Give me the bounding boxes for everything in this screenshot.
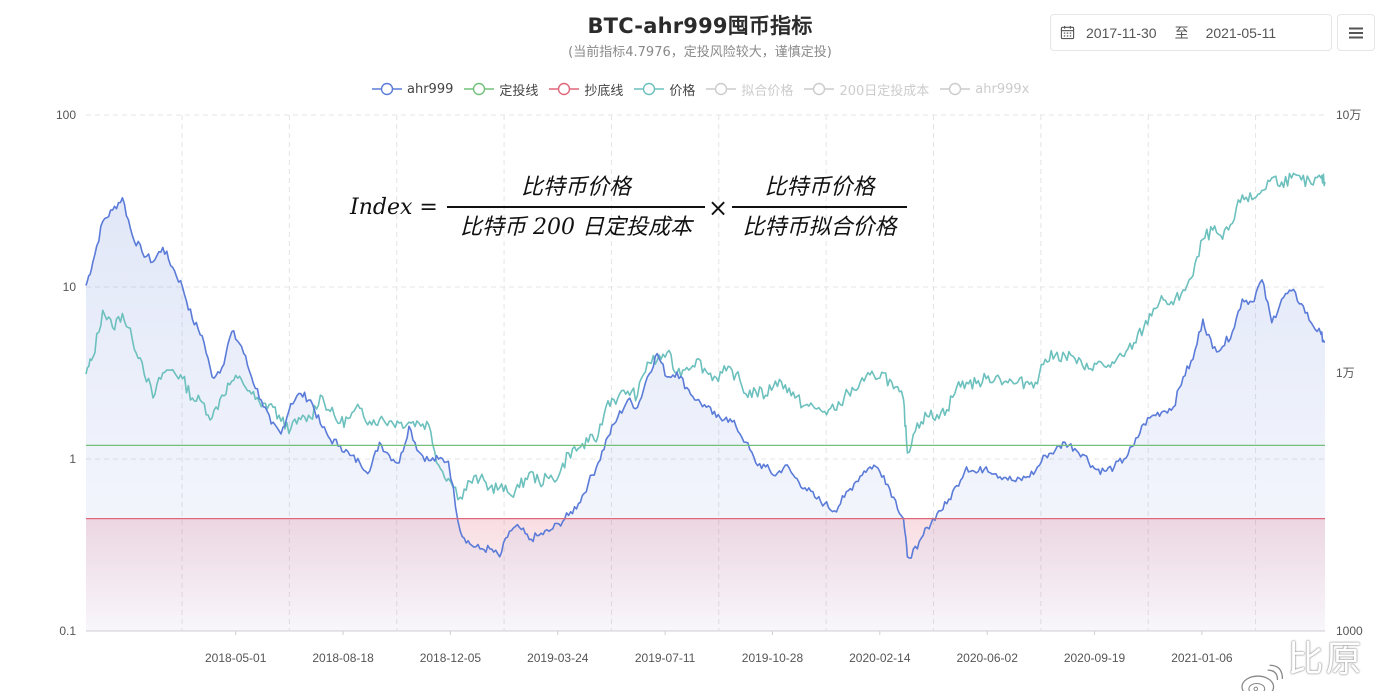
legend-label: 抄底线	[584, 83, 624, 99]
legend-label: ahr999x	[975, 81, 1030, 97]
legend-marker-icon	[634, 82, 665, 96]
x-tick-label: 2019-10-28	[742, 651, 804, 665]
calendar-icon	[1060, 25, 1075, 40]
legend-item[interactable]: 抄底线	[549, 80, 623, 99]
x-tick-label: 2020-09-19	[1064, 651, 1126, 665]
legend-label: 定投线	[499, 83, 539, 99]
formula-fraction-1: 比特币价格 比特币 200 日定投成本	[447, 170, 705, 246]
x-tick-label: 2021-01-06	[1171, 651, 1233, 665]
legend-label: 价格	[669, 83, 696, 99]
y-right-tick-label: 1万	[1336, 366, 1355, 380]
date-separator: 至	[1174, 24, 1189, 41]
x-tick-label: 2019-07-11	[635, 651, 696, 665]
legend-marker-icon	[940, 82, 971, 96]
y-right-tick-label: 10万	[1336, 108, 1361, 122]
x-tick-label: 2018-08-18	[312, 651, 374, 665]
legend-marker-icon	[804, 82, 835, 96]
ahr999-line	[85, 197, 1326, 559]
y-left-tick-label: 10	[63, 280, 77, 294]
start-date-input[interactable]: 2017-11-30	[1086, 24, 1157, 41]
watermark: 比原链	[1240, 630, 1400, 691]
x-tick-label: 2020-06-02	[956, 651, 1018, 665]
y-left-tick-label: 100	[56, 108, 76, 122]
x-tick-label: 2019-03-24	[527, 651, 589, 665]
x-tick-label: 2018-12-05	[420, 651, 482, 665]
legend-item[interactable]: 定投线	[464, 80, 538, 99]
y-right-tick-label: 1000	[1336, 624, 1363, 638]
legend-item[interactable]: ahr999x	[940, 82, 1029, 97]
legend-item[interactable]: 200日定投成本	[804, 80, 929, 99]
legend-item[interactable]: 价格	[634, 80, 695, 99]
x-tick-label: 2020-02-14	[849, 651, 911, 665]
chart-title: BTC-ahr999囤币指标	[587, 14, 813, 38]
end-date-input[interactable]: 2021-05-11	[1205, 24, 1277, 41]
formula-numerator-1: 比特币价格	[520, 175, 631, 200]
price-line	[85, 172, 1326, 501]
chart-subtitle: (当前指标4.7976，定投风险较大，谨慎定投)	[568, 45, 832, 60]
formula-times: ×	[708, 194, 729, 222]
legend-marker-icon	[706, 82, 737, 96]
formula-lhs: Index =	[350, 195, 438, 220]
legend-marker-icon	[372, 82, 402, 96]
legend-marker-icon	[464, 82, 495, 96]
x-tick-label: 2018-05-01	[205, 651, 267, 665]
formula-denominator-2: 比特币拟合价格	[742, 214, 897, 240]
formula-fraction-2: 比特币价格 比特币拟合价格	[732, 170, 907, 246]
y-left-tick-label: 1	[69, 452, 76, 466]
legend-label: 拟合价格	[741, 83, 794, 99]
chart-axes: 0.1 1 10 100 1000 1万 10万 2018-05-01 2018-08-18 20…	[56, 108, 1363, 665]
legend-item[interactable]: 拟合价格	[706, 80, 793, 99]
hamburger-menu-icon	[1349, 27, 1363, 38]
legend-marker-icon	[549, 82, 580, 96]
legend-label: ahr999	[407, 81, 454, 97]
chart-legend: ahr999 定投线 抄底线 价格 拟合价格 200日定投成本 ahr999x	[372, 79, 1040, 99]
ahr999-area	[86, 197, 1325, 632]
formula-numerator-2: 比特币价格	[764, 175, 875, 200]
menu-button[interactable]	[1337, 14, 1375, 51]
formula-denominator-1: 比特币 200 日定投成本	[460, 214, 692, 240]
y-left-tick-label: 0.1	[59, 624, 76, 638]
legend-label: 200日定投成本	[839, 83, 930, 99]
weibo-icon	[1241, 664, 1284, 691]
date-range-picker[interactable]: 2017-11-30 至 2021-05-11	[1050, 14, 1332, 51]
watermark-text: 比原链	[1287, 639, 1364, 680]
legend-item[interactable]: ahr999	[372, 82, 453, 97]
